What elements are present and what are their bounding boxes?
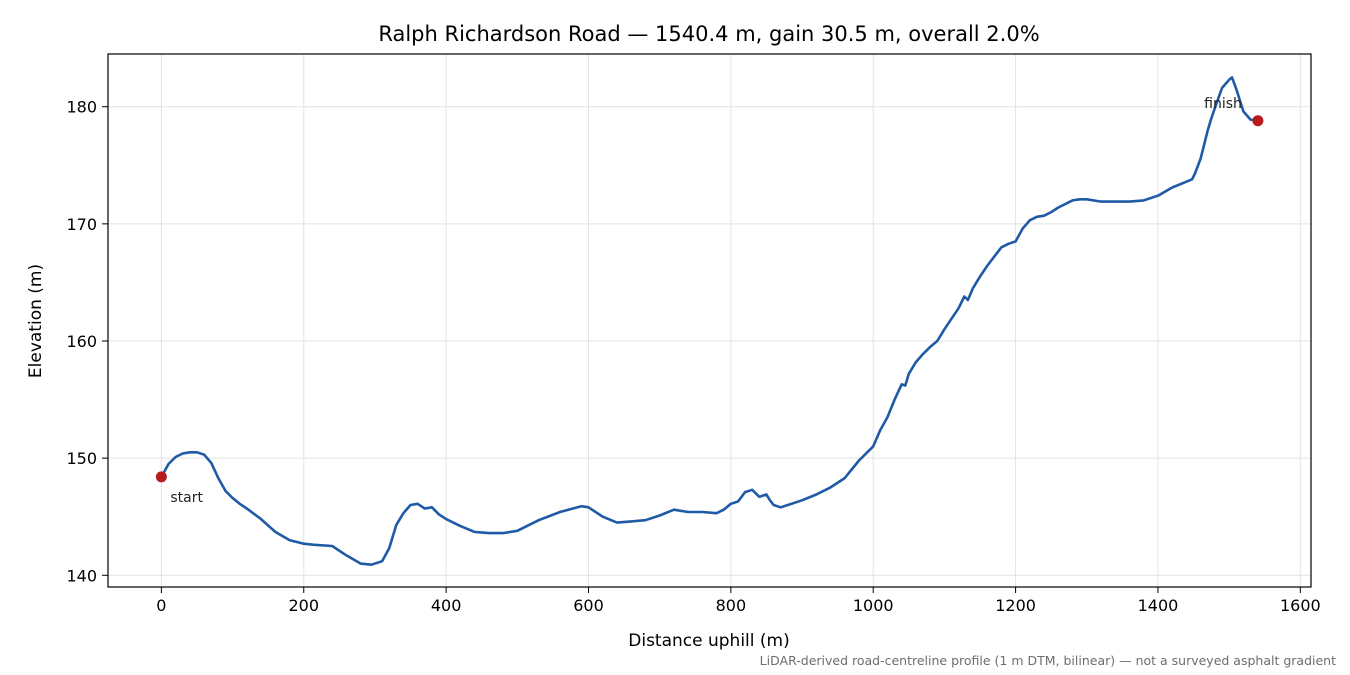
start-label: start bbox=[170, 490, 203, 506]
x-tick-label: 1000 bbox=[853, 596, 894, 615]
axes-layer: 0 200 400 600 800 1000 1200 1400 1600 140 150 160 17… bbox=[66, 53, 1321, 615]
x-axis-label: Distance uphill (m) bbox=[628, 631, 789, 651]
x-tick-label: 1600 bbox=[1280, 596, 1321, 615]
finish-label: finish bbox=[1204, 96, 1242, 112]
x-tick-label: 400 bbox=[431, 596, 462, 615]
x-tick-label: 200 bbox=[288, 596, 319, 615]
footnote: LiDAR-derived road-centreline profile (1… bbox=[760, 653, 1336, 668]
x-tick-label: 800 bbox=[716, 596, 747, 615]
y-tick-label: 170 bbox=[66, 215, 97, 234]
x-tick-label: 600 bbox=[573, 596, 604, 615]
finish-marker bbox=[1252, 115, 1264, 127]
chart-title: Ralph Richardson Road — 1540.4 m, gain 3… bbox=[378, 22, 1039, 46]
x-tick-label: 1400 bbox=[1138, 596, 1179, 615]
x-tick-label: 1200 bbox=[995, 596, 1036, 615]
grid-layer bbox=[108, 54, 1311, 587]
series-layer bbox=[160, 76, 1260, 567]
y-tick-label: 180 bbox=[66, 98, 97, 117]
start-marker bbox=[155, 471, 167, 483]
y-tick-label: 160 bbox=[66, 332, 97, 351]
elevation-line bbox=[160, 76, 1260, 567]
marker-layer: start finish bbox=[155, 96, 1264, 506]
y-tick-label: 140 bbox=[66, 566, 97, 585]
plot-frame bbox=[107, 53, 1312, 588]
x-tick-label: 0 bbox=[156, 596, 166, 615]
y-axis-label: Elevation (m) bbox=[26, 264, 46, 378]
y-tick-label: 150 bbox=[66, 449, 97, 468]
